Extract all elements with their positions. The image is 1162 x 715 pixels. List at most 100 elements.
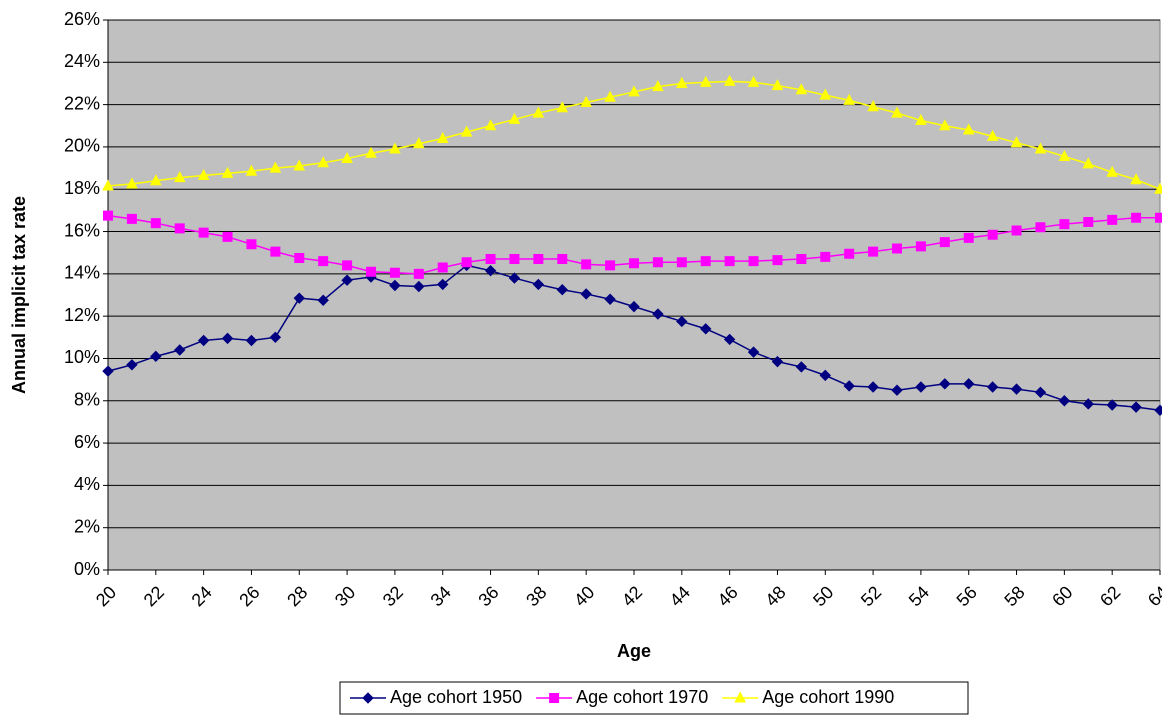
data-point	[532, 106, 545, 118]
x-axis-label: Age	[617, 641, 651, 661]
data-point	[1082, 157, 1095, 169]
data-point	[389, 142, 401, 154]
data-point	[1130, 173, 1142, 185]
data-point	[509, 254, 520, 265]
data-point	[986, 381, 999, 393]
data-point	[341, 151, 353, 164]
data-point	[149, 174, 162, 186]
y-tick-label: 8%	[74, 390, 100, 410]
y-tick-label: 6%	[74, 432, 100, 452]
data-point	[652, 308, 664, 320]
data-point	[1059, 219, 1070, 230]
data-point	[198, 227, 209, 238]
data-point	[1010, 383, 1023, 395]
data-point	[581, 259, 592, 270]
x-tick-label: 54	[905, 582, 933, 610]
data-point	[1107, 214, 1118, 225]
data-point	[269, 161, 282, 173]
data-point	[1083, 217, 1094, 228]
data-point	[629, 258, 639, 269]
data-point	[1106, 165, 1119, 177]
data-point	[484, 264, 497, 277]
data-point	[939, 237, 950, 248]
x-tick-label: 64	[1144, 582, 1162, 610]
data-point	[772, 255, 783, 266]
legend-label: Age cohort 1950	[390, 687, 522, 707]
data-point	[508, 112, 521, 124]
data-point	[604, 293, 616, 305]
y-tick-label: 0%	[74, 559, 100, 579]
x-tick-label: 56	[953, 582, 981, 610]
data-point	[532, 278, 545, 291]
data-point	[676, 315, 688, 328]
data-point	[628, 85, 640, 97]
data-point	[1034, 386, 1047, 399]
data-point	[556, 101, 569, 113]
data-point	[1058, 395, 1071, 407]
data-point	[389, 279, 401, 292]
data-point	[748, 256, 759, 267]
data-point	[723, 74, 736, 86]
data-point	[580, 95, 593, 107]
y-tick-label: 16%	[64, 220, 100, 240]
data-point	[245, 164, 258, 176]
data-point	[556, 284, 568, 296]
data-point	[1106, 399, 1118, 411]
data-point	[533, 254, 544, 265]
data-point	[126, 213, 137, 224]
data-point	[413, 268, 424, 279]
data-point	[174, 344, 186, 356]
data-point	[795, 361, 808, 373]
data-point	[771, 79, 784, 91]
data-point	[1011, 225, 1022, 236]
x-tick-label: 58	[1000, 582, 1028, 610]
data-point	[318, 256, 329, 267]
data-point	[1035, 222, 1046, 233]
x-tick-label: 42	[618, 582, 646, 610]
data-point	[868, 246, 879, 257]
data-point	[245, 334, 258, 347]
data-point	[1154, 404, 1162, 416]
data-point	[365, 146, 377, 158]
data-point	[652, 80, 664, 92]
data-point	[986, 129, 999, 141]
data-point	[557, 254, 568, 265]
y-tick-label: 10%	[64, 347, 100, 367]
data-point	[1058, 149, 1071, 161]
data-point	[819, 88, 832, 100]
data-point	[700, 323, 712, 335]
data-point	[1034, 142, 1047, 154]
y-tick-label: 18%	[64, 178, 100, 198]
data-point	[915, 241, 926, 252]
data-point	[819, 369, 831, 382]
legend-marker	[549, 693, 560, 703]
data-point	[293, 292, 305, 304]
data-point	[366, 266, 376, 277]
data-point	[796, 254, 807, 265]
data-point	[485, 254, 496, 265]
data-point	[580, 288, 592, 300]
data-point	[843, 93, 856, 105]
x-tick-label: 32	[379, 582, 407, 610]
y-tick-label: 2%	[74, 516, 100, 536]
data-point	[628, 300, 640, 313]
x-tick-label: 50	[809, 582, 837, 610]
data-point	[938, 119, 951, 131]
y-axis-label: Annual implicit tax rate	[9, 196, 29, 394]
data-point	[126, 177, 138, 189]
data-point	[150, 350, 162, 363]
y-tick-label: 20%	[64, 136, 100, 156]
y-tick-label: 22%	[64, 93, 100, 113]
data-point	[341, 274, 353, 286]
data-point	[987, 229, 998, 240]
y-tick-label: 24%	[64, 51, 100, 71]
data-point	[867, 100, 879, 112]
data-point	[173, 171, 186, 183]
data-point	[843, 380, 855, 392]
x-tick-label: 36	[474, 582, 502, 610]
data-point	[269, 331, 282, 344]
data-point	[676, 257, 687, 268]
data-point	[747, 75, 760, 87]
data-point	[437, 262, 448, 273]
data-point	[723, 333, 736, 346]
